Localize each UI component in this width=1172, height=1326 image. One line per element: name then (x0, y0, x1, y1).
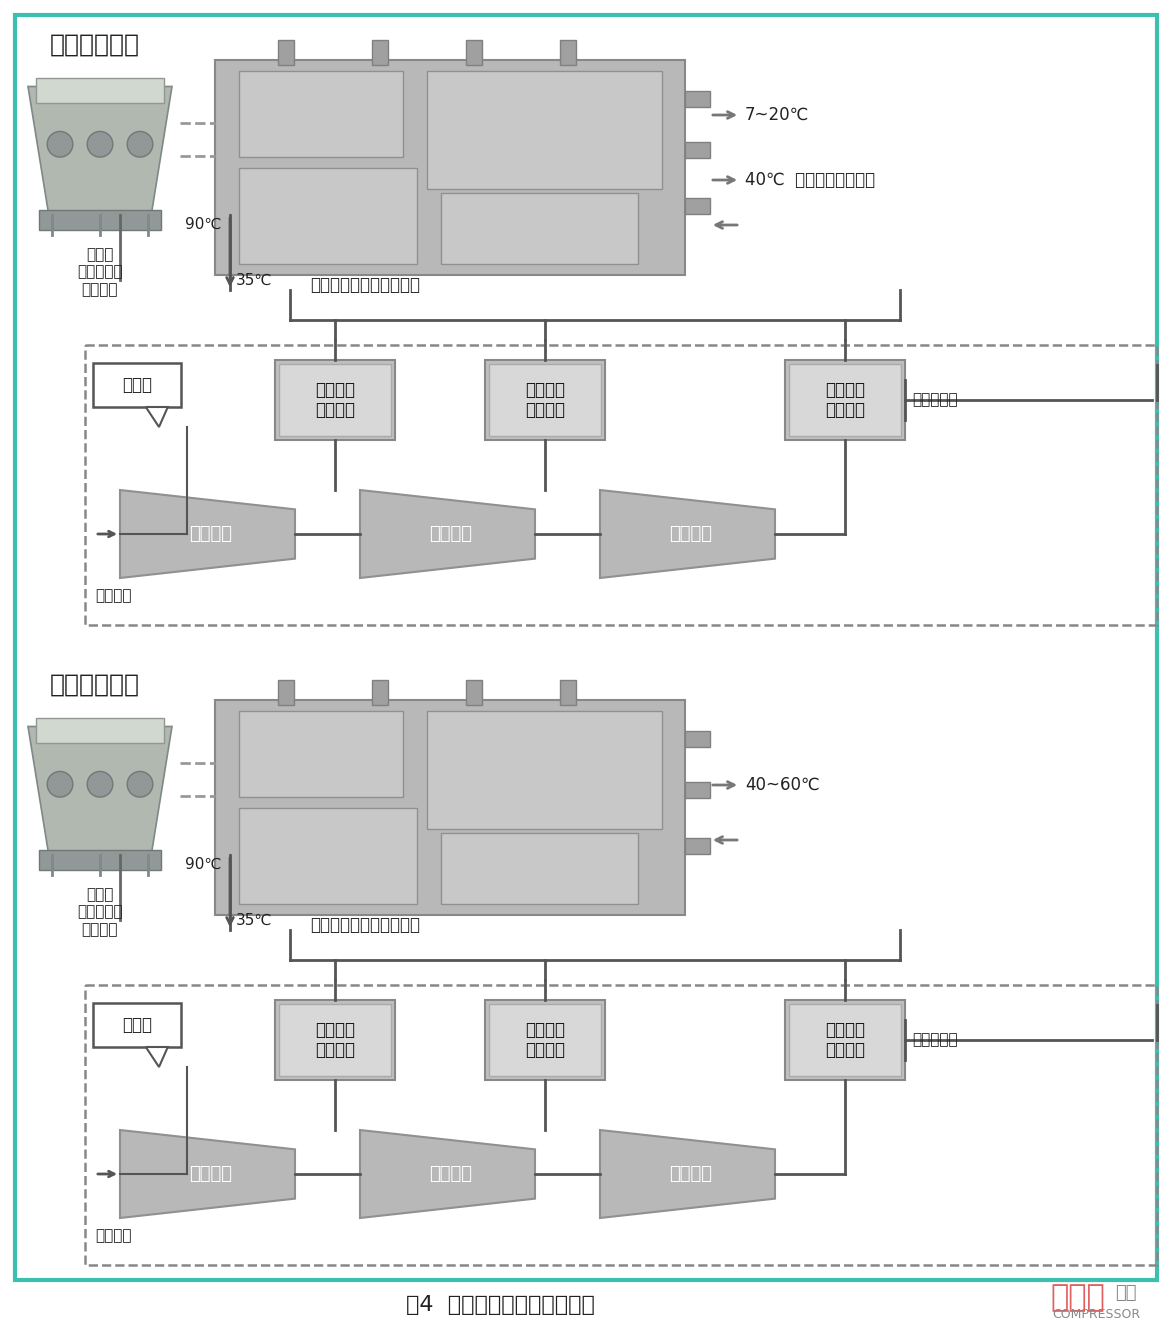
Polygon shape (120, 1130, 295, 1219)
Text: 90℃: 90℃ (185, 857, 222, 873)
Text: 90℃: 90℃ (185, 217, 222, 232)
Text: 三级压缩: 三级压缩 (669, 1166, 713, 1183)
Bar (785, 1000, 905, 1079)
Text: 杂志: 杂志 (1115, 1284, 1137, 1302)
Text: 三级压缩: 三级压缩 (669, 525, 713, 544)
Bar (684, 838, 710, 854)
Text: 35℃: 35℃ (236, 273, 273, 288)
Bar (684, 198, 710, 215)
Circle shape (87, 772, 113, 797)
Text: 图4  离心空压机节能改造原理: 图4 离心空压机节能改造原理 (406, 1296, 594, 1315)
Bar (789, 1004, 901, 1075)
Bar (441, 194, 638, 264)
Text: 后冷余热
取热装置: 后冷余热 取热装置 (825, 381, 865, 419)
Bar (279, 1004, 391, 1075)
Text: 二级余热
取热装置: 二级余热 取热装置 (525, 381, 565, 419)
Polygon shape (600, 491, 775, 578)
Text: COMPRESSOR: COMPRESSOR (1052, 1309, 1140, 1322)
Circle shape (128, 131, 152, 156)
Bar (36, 719, 164, 743)
Text: 一级余热
取热装置: 一级余热 取热装置 (315, 381, 355, 419)
Polygon shape (145, 407, 168, 427)
Bar (275, 1000, 395, 1079)
Bar (684, 731, 710, 747)
Bar (441, 833, 638, 904)
Bar (684, 782, 710, 798)
Polygon shape (600, 1130, 775, 1219)
Bar (465, 680, 482, 705)
Bar (86, 345, 1157, 625)
Bar (789, 365, 901, 436)
Bar (39, 850, 161, 870)
Bar (238, 711, 403, 797)
Bar (36, 78, 164, 103)
Circle shape (128, 772, 152, 797)
Polygon shape (145, 1048, 168, 1067)
Bar (489, 365, 601, 436)
Text: 一级余热
取热装置: 一级余热 取热装置 (315, 1021, 355, 1059)
Polygon shape (28, 727, 172, 855)
Bar (485, 1000, 605, 1079)
Text: 40℃  生活热水或冷却水: 40℃ 生活热水或冷却水 (745, 171, 875, 190)
Bar (39, 211, 161, 229)
Circle shape (87, 131, 113, 156)
Bar (427, 70, 661, 190)
Bar (93, 363, 180, 407)
Bar (238, 167, 417, 264)
Polygon shape (28, 86, 172, 215)
Bar (86, 985, 1157, 1265)
Bar (684, 90, 710, 106)
Text: 空压机: 空压机 (122, 377, 152, 394)
Text: 空气吸入: 空气吸入 (95, 589, 131, 603)
Circle shape (47, 131, 73, 156)
Bar (238, 808, 417, 904)
Text: 二级余热
取热装置: 二级余热 取热装置 (525, 1021, 565, 1059)
Text: 压缩空气出: 压缩空气出 (912, 1033, 958, 1048)
Bar (427, 711, 661, 829)
Text: 35℃: 35℃ (236, 914, 273, 928)
Text: 后冷余热
取热装置: 后冷余热 取热装置 (825, 1021, 865, 1059)
Bar (559, 680, 575, 705)
Text: 冬季制冷工况: 冬季制冷工况 (50, 674, 139, 697)
Polygon shape (120, 491, 295, 578)
Bar (559, 40, 575, 65)
Text: 夏季制冷工况: 夏季制冷工况 (50, 33, 139, 57)
Text: 一级压缩: 一级压缩 (190, 525, 232, 544)
Text: 7~20℃: 7~20℃ (745, 106, 809, 125)
Polygon shape (360, 1130, 534, 1219)
Circle shape (47, 772, 73, 797)
Polygon shape (360, 491, 534, 578)
Bar (465, 40, 482, 65)
Text: 一级压缩: 一级压缩 (190, 1166, 232, 1183)
Text: 压缩空气出: 压缩空气出 (912, 392, 958, 407)
Text: 空压机: 空压机 (122, 1016, 152, 1034)
Bar (93, 1002, 180, 1048)
Text: 压缩机: 压缩机 (1050, 1284, 1105, 1313)
Text: 二级压缩: 二级压缩 (429, 525, 472, 544)
Text: 冷却塔
原冷却塔夏
季制冷用: 冷却塔 原冷却塔夏 季制冷用 (77, 887, 123, 936)
Text: 冷却塔
原冷却塔夏
季制冷用: 冷却塔 原冷却塔夏 季制冷用 (77, 247, 123, 297)
Text: 空气吸入: 空气吸入 (95, 1228, 131, 1244)
Bar (214, 60, 684, 274)
Bar (372, 40, 388, 65)
Bar (214, 700, 684, 915)
Bar (278, 680, 293, 705)
Text: 二级压缩: 二级压缩 (429, 1166, 472, 1183)
Text: 40~60℃: 40~60℃ (745, 776, 819, 794)
Bar (684, 142, 710, 158)
Bar (275, 359, 395, 440)
Bar (279, 365, 391, 436)
Bar (278, 40, 293, 65)
Bar (489, 1004, 601, 1075)
Text: 空压机余热回收专用机组: 空压机余热回收专用机组 (311, 916, 420, 934)
Bar (785, 359, 905, 440)
Bar (372, 680, 388, 705)
Text: 空压机余热回收专用机组: 空压机余热回收专用机组 (311, 276, 420, 294)
Bar (485, 359, 605, 440)
Bar (238, 70, 403, 156)
